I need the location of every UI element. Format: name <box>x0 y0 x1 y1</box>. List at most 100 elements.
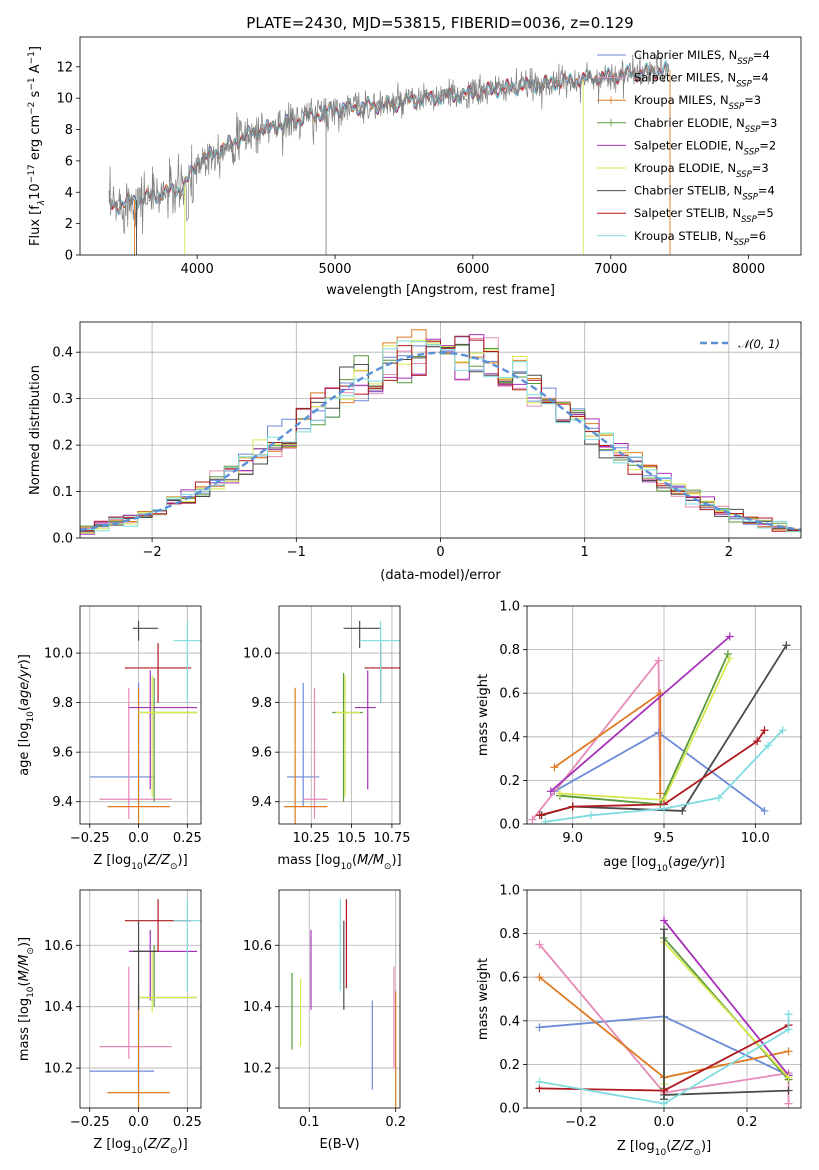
x-tick-label: 0.0 <box>654 1115 675 1130</box>
x-axis-label: (data-model)/error <box>380 568 501 583</box>
weight-point-krou_miles <box>535 973 544 982</box>
x-axis-label: Z [log10(Z/Z⊙)] <box>93 1137 187 1156</box>
label-part: ( <box>143 1137 148 1152</box>
label-part: Z/Z <box>147 853 171 868</box>
error-bars <box>291 899 397 1108</box>
x-tick-label: 0.2 <box>385 1115 406 1130</box>
y-tick-label: 10.0 <box>44 647 73 662</box>
mass-weight-vs-metallicity-panel: −0.2 0.0 0.2 0.0 0.2 0.4 0.6 0.8 1.0 Z [log10(Z/Z… <box>476 884 802 1158</box>
weight-line-salp_stelib <box>539 729 766 817</box>
label-part: )] <box>701 1139 711 1154</box>
legend-entry-normal: 𝒩(0, 1) <box>738 337 780 351</box>
ticks: −0.25 0.0 0.25 10.2 10.4 10.6 <box>44 939 202 1130</box>
residual-step-chab_stelib <box>80 343 801 535</box>
grid <box>279 606 400 824</box>
label-part: mass weight <box>476 674 491 756</box>
x-axis-label: age [log10(age/yr)] <box>603 855 725 874</box>
y-axis-label: Flux [fλ10−17 erg cm−2 s−1 A−1] <box>27 46 47 246</box>
legend-count: =3 <box>760 116 777 130</box>
weight-point-krou_miles <box>784 1047 793 1056</box>
weight-point-krou_stelib <box>764 741 773 750</box>
weight-line-chab_elodie <box>559 653 729 806</box>
legend-text: Salpeter STELIB, N <box>634 206 741 220</box>
residual-histogram-panel: −2 −1 0 1 2 0.0 0.1 0.2 0.3 0.4 (data-model)/error… <box>28 321 802 583</box>
y-tick-label: 0.1 <box>52 485 73 500</box>
label-part: )] <box>17 937 32 947</box>
label-part: ⊙ <box>26 947 36 955</box>
x-tick-label: 9.5 <box>654 831 675 846</box>
label-part: A <box>28 64 43 77</box>
residual-step-krou_elodie <box>80 339 801 536</box>
label-part: )] <box>178 1137 188 1152</box>
grid <box>527 605 801 825</box>
weight-point-salp_elodie <box>546 787 555 796</box>
weight-point-salp_miles <box>654 656 663 665</box>
x-tick-label: 10.0 <box>741 831 770 846</box>
grid <box>80 890 201 1108</box>
weight-point-krou_stelib <box>660 1099 668 1108</box>
weight-point-krou_stelib <box>778 726 787 735</box>
weight-point-salp_elodie <box>725 632 734 641</box>
weight-line-krou_elodie <box>663 939 790 1084</box>
y-tick-label: 0.8 <box>499 643 520 658</box>
label-part: −2 <box>27 102 37 115</box>
x-tick-label: 4000 <box>181 262 214 277</box>
weight-point-krou_stelib <box>784 1025 793 1034</box>
y-tick-label: 0.4 <box>499 1014 520 1029</box>
y-tick-label: 0.2 <box>499 774 520 789</box>
x-tick-label: 7000 <box>594 262 627 277</box>
label-part: ( <box>17 706 32 711</box>
y-axis-label: Normed distribution <box>28 365 43 495</box>
label-part: ( <box>17 981 32 986</box>
weight-line-krou_stelib <box>545 729 784 823</box>
x-axis-label: Z [log10(Z/Z⊙)] <box>93 853 187 872</box>
legend-count: =4 <box>752 71 769 85</box>
y-tick-label: 0.2 <box>499 1058 520 1073</box>
label-part: ( <box>666 1139 671 1154</box>
weight-point-chab_elodie <box>723 649 732 658</box>
y-tick-label: 9.4 <box>251 795 272 810</box>
x-tick-label: 6000 <box>456 262 489 277</box>
model-spectrum-salp_miles <box>108 64 669 212</box>
label-part: mass [log <box>277 853 340 868</box>
weight-point-krou_miles <box>550 763 559 772</box>
x-tick-label: 10.5 <box>337 831 366 846</box>
legend-sub: SSP <box>744 147 760 157</box>
age-vs-metallicity-panel: −0.25 0.0 0.259.49.69.810.0Z [log10(Z/Z⊙)]… <box>17 605 202 872</box>
label-part: −1 <box>27 77 37 90</box>
y-axis-label: age [log10(age/yr)] <box>17 654 36 776</box>
y-tick-label: 10.2 <box>243 1062 272 1077</box>
y-tick-label: 10.2 <box>44 1062 73 1077</box>
grid <box>279 890 400 1108</box>
legend: 𝒩(0, 1) <box>700 337 780 351</box>
legend-entry-chab_miles: Chabrier MILES, NSSP=4 <box>634 48 770 67</box>
y-axis-label: mass [log10(M/M⊙)] <box>17 937 36 1061</box>
label-part: age/yr <box>17 663 32 706</box>
label-part: 10 <box>655 1148 667 1158</box>
label-part: Z [log <box>93 853 131 868</box>
legend-text: Kroupa STELIB, N <box>634 229 734 243</box>
y-tick-label: 0.0 <box>52 532 73 547</box>
y-tick-label: 0.2 <box>52 439 73 454</box>
label-part: ( <box>668 855 673 870</box>
axes-frame <box>79 605 202 825</box>
weight-point-krou_stelib <box>784 1010 793 1019</box>
model-spectrum-krou_miles <box>108 64 669 211</box>
legend-sub: SSP <box>742 193 758 203</box>
x-tick-label: 5000 <box>318 262 351 277</box>
label-part: 10 <box>26 986 36 998</box>
label-part: Flux [f <box>28 205 43 246</box>
label-part: mass [log <box>17 998 32 1061</box>
weight-point-salp_elodie <box>660 916 668 925</box>
label-part: ⊙ <box>384 862 392 872</box>
legend-count: =4 <box>753 48 770 62</box>
label-part: )] <box>715 855 725 870</box>
y-tick-label: 10.6 <box>243 939 272 954</box>
legend-sub: SSP <box>737 57 753 67</box>
legend-text: Kroupa ELODIE, N <box>634 161 736 175</box>
legend-count: =5 <box>757 206 774 220</box>
legend-text: Kroupa MILES, N <box>634 93 729 107</box>
label-part: λ <box>37 200 47 206</box>
label-part: 10 <box>341 862 353 872</box>
